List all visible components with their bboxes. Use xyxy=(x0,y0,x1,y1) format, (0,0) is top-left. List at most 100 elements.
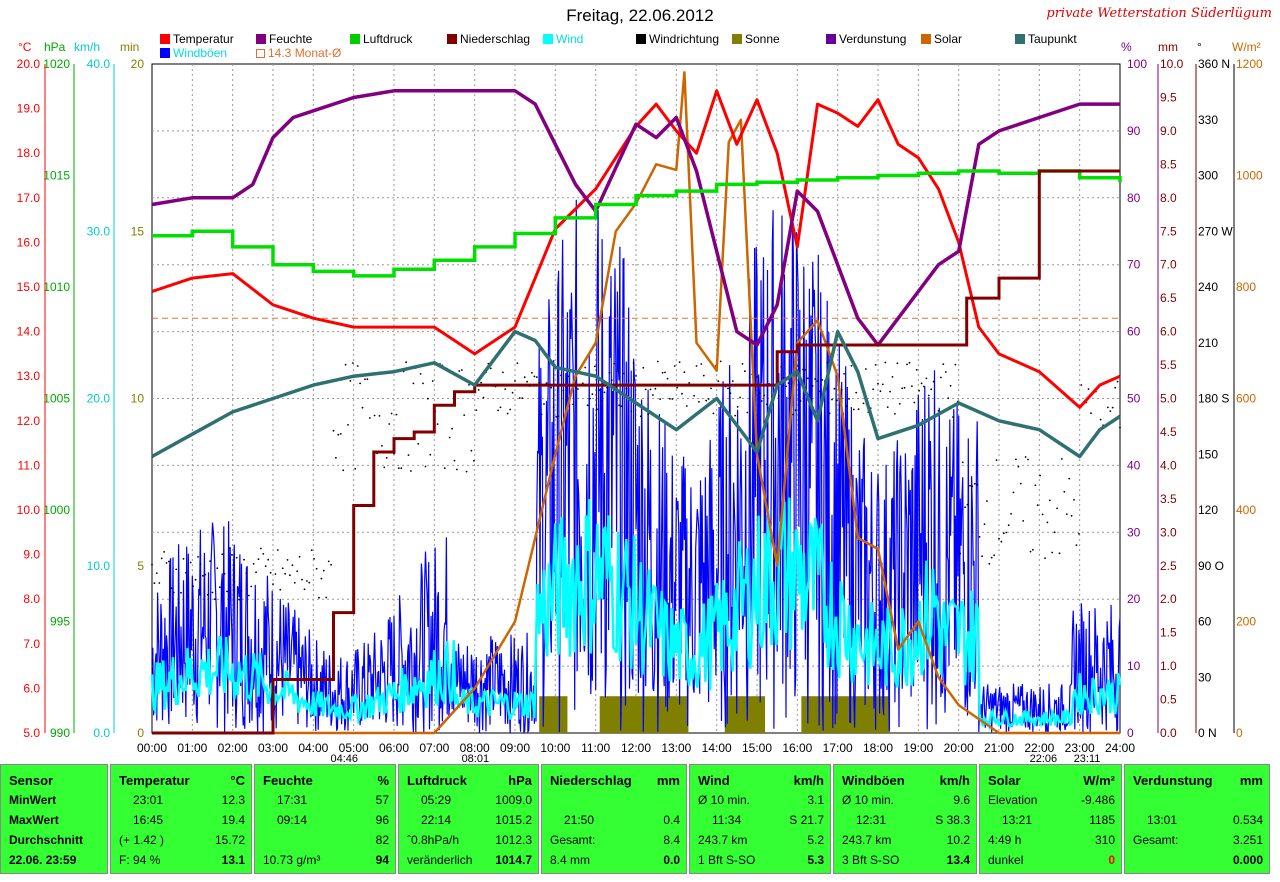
tick-label-solar: 1000 xyxy=(1236,169,1263,183)
tick-label-time: 02:00 xyxy=(218,741,248,755)
legend-verdunstung: Verdunstung xyxy=(826,32,906,46)
panel-3: Luftdruck hPa 05:29 1009.0 22:14 1015.2 ˆ0.8hP… xyxy=(398,764,539,874)
wind-direction-dot xyxy=(596,408,599,411)
wind-direction-dot xyxy=(1053,531,1056,534)
wind-direction-dot xyxy=(719,360,722,363)
wind-direction-dot xyxy=(1111,406,1114,409)
panel-header: Solar W/m² xyxy=(988,773,1115,788)
tick-label-precipitation: 2.5 xyxy=(1160,559,1177,573)
panel-row: Durchschnitt xyxy=(9,833,101,851)
wind-direction-dot xyxy=(794,409,797,412)
panel-unit: hPa xyxy=(508,773,532,788)
tick-label-temperature: 5.0 xyxy=(23,726,40,740)
panel-label: 243.7 km xyxy=(842,833,892,847)
tick-label-pressure: 1020 xyxy=(43,57,70,71)
wind-direction-dot xyxy=(671,398,674,400)
panel-value: 3.1 xyxy=(807,793,824,807)
wind-direction-dot xyxy=(681,392,683,395)
wind-direction-dot xyxy=(940,376,942,379)
wind-direction-dot xyxy=(1007,524,1010,527)
wind-direction-dot xyxy=(729,392,732,394)
tick-label-precipitation: 3.5 xyxy=(1160,492,1177,506)
wind-direction-dot xyxy=(1022,520,1025,522)
tick-label-minutes: 15 xyxy=(131,224,145,238)
wind-direction-dot xyxy=(373,414,376,417)
wind-direction-dot xyxy=(458,370,461,372)
tick-label-solar: 600 xyxy=(1236,392,1256,406)
wind-direction-dot xyxy=(961,461,964,464)
wind-direction-dot xyxy=(635,375,637,377)
tick-label-temperature: 17.0 xyxy=(17,191,41,205)
panel-row: 10.73 g/m³ 94 xyxy=(263,853,389,871)
tick-label-humidity: 10 xyxy=(1127,659,1141,673)
panel-unit: km/h xyxy=(939,773,970,788)
panel-label: 11:34 xyxy=(712,813,742,827)
wind-direction-dot xyxy=(1090,412,1092,415)
wind-direction-dot xyxy=(848,398,850,400)
panel-2: Feuchte% 17:31 57 09:14 96 82 10.73 g/m³ 94 xyxy=(254,764,396,874)
panel-row: 0.000 xyxy=(1133,853,1263,871)
tick-label-precipitation: 5.5 xyxy=(1160,358,1177,372)
tick-label-time: 20:00 xyxy=(944,741,974,755)
wind-direction-dot xyxy=(211,591,214,594)
wind-direction-dot xyxy=(828,412,831,415)
tick-label-minutes: 0 xyxy=(137,726,144,740)
wind-direction-dot xyxy=(155,572,158,574)
wind-direction-dot xyxy=(182,558,185,560)
axis-unit-degree: ° xyxy=(1197,40,1202,54)
wind-direction-dot xyxy=(734,414,737,417)
series-wind-line xyxy=(150,497,1122,732)
axis-unit-celsius: °C xyxy=(18,40,32,54)
axis-unit-kmh: km/h xyxy=(74,40,101,54)
tick-label-temperature: 9.0 xyxy=(23,548,40,562)
wind-direction-dot xyxy=(238,598,241,601)
wind-direction-dot xyxy=(223,573,226,575)
tick-label-pressure: 990 xyxy=(50,726,70,740)
panel-label: 12:31 xyxy=(856,813,887,827)
wind-direction-dot xyxy=(349,380,352,382)
wind-direction-dot xyxy=(337,433,340,436)
wind-direction-dot xyxy=(516,362,519,364)
wind-direction-dot xyxy=(247,594,250,597)
time-marker-label: 22:06 xyxy=(1030,753,1058,764)
wind-direction-dot xyxy=(937,409,940,412)
wind-direction-dot xyxy=(756,376,758,378)
wind-direction-dot xyxy=(361,406,364,409)
panel-value: 1009.0 xyxy=(495,793,532,807)
wind-direction-dot xyxy=(489,367,492,370)
panel-row: 23:01 12.3 xyxy=(119,793,245,811)
panel-value: -9.486 xyxy=(1080,793,1115,807)
wind-direction-dot xyxy=(456,468,458,471)
wind-direction-dot xyxy=(966,503,969,506)
tick-label-solar: 200 xyxy=(1236,615,1256,629)
tick-label-time: 15:00 xyxy=(742,741,772,755)
wind-direction-dot xyxy=(591,393,594,396)
tick-label-time: 05:00 xyxy=(339,741,369,755)
wind-direction-dot xyxy=(1010,512,1012,515)
wind-direction-dot xyxy=(702,374,705,377)
legend-windboeen: Windböen xyxy=(160,46,227,60)
panel-title: Solar xyxy=(988,773,1021,788)
tick-label-solar: 1200 xyxy=(1236,57,1263,71)
wind-direction-dot xyxy=(906,363,908,366)
wind-direction-dot xyxy=(639,415,642,418)
wind-direction-dot xyxy=(814,378,816,380)
wind-direction-dot xyxy=(206,593,209,596)
panel-value: 5.3 xyxy=(807,853,824,867)
panel-row: Gesamt: 3.251 xyxy=(1133,833,1263,851)
wind-direction-dot xyxy=(509,408,512,411)
panel-unit: mm xyxy=(1239,773,1263,788)
panel-value: 1015.2 xyxy=(495,813,532,827)
panel-value: 0.000 xyxy=(1232,853,1263,867)
panel-title: Niederschlag xyxy=(550,773,632,788)
wind-direction-dot xyxy=(410,470,412,472)
panel-value: 0.4 xyxy=(663,813,680,827)
panel-row: Gesamt: 8.4 xyxy=(550,833,680,851)
panel-row: 22:14 1015.2 xyxy=(407,813,532,831)
panel-label: Ø 10 min. xyxy=(842,793,895,807)
panel-row: 1 Bft S-SO 5.3 xyxy=(698,853,824,871)
wind-direction-dot xyxy=(514,380,516,382)
panel-value: 19.4 xyxy=(221,813,245,827)
wind-direction-dot xyxy=(1107,406,1109,409)
wind-direction-dot xyxy=(903,386,906,389)
